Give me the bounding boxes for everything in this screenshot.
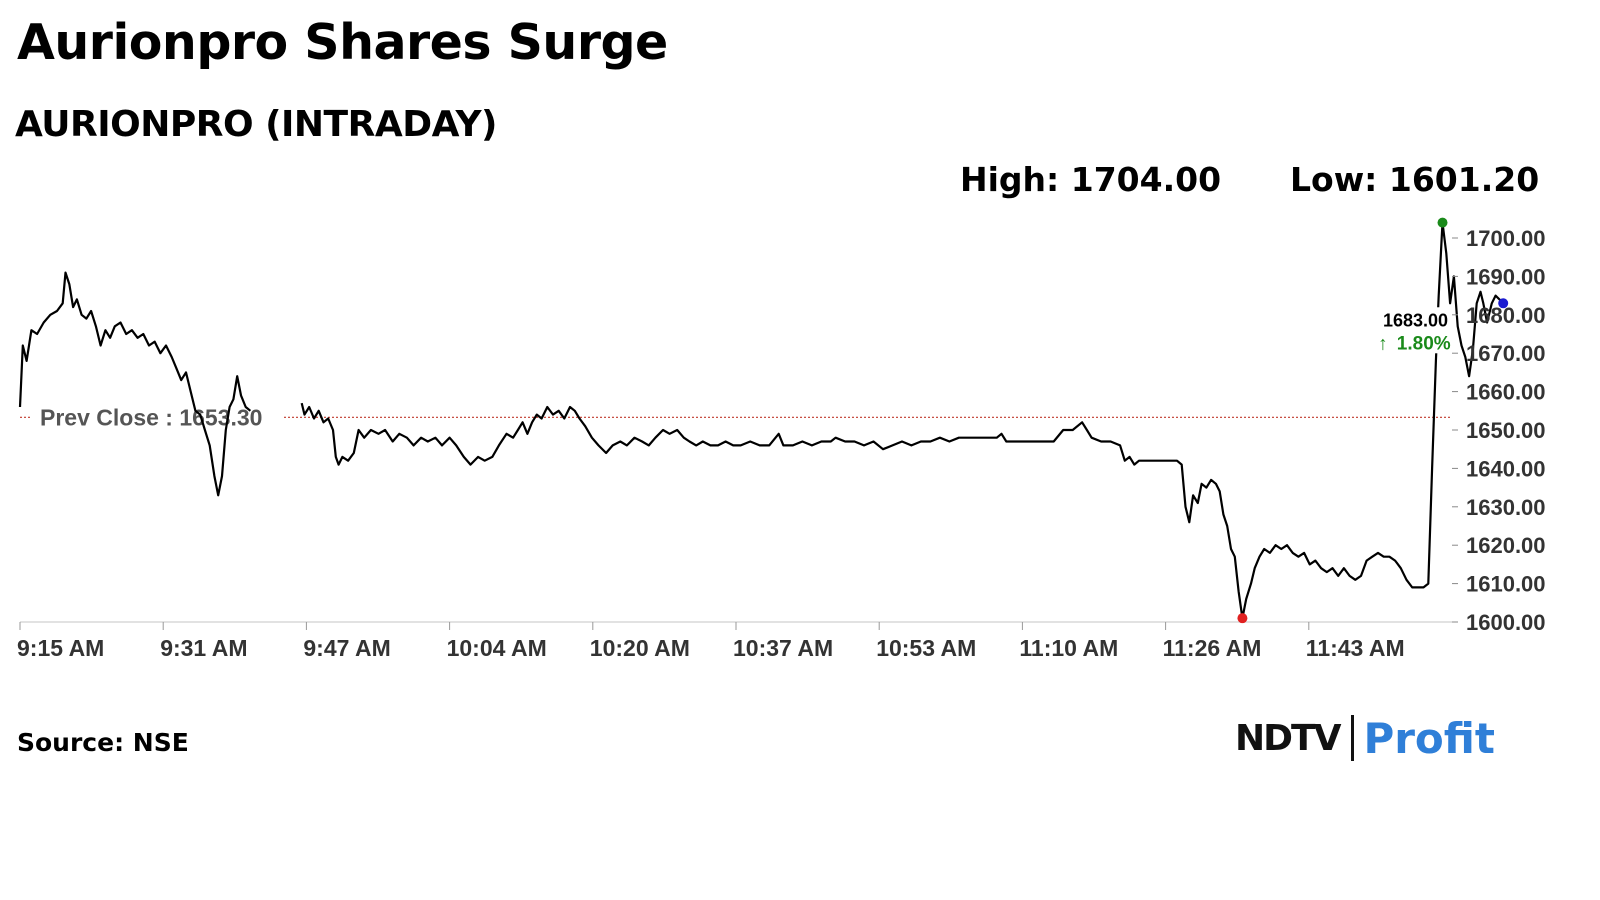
change-arrow-icon: ↑ (1378, 333, 1388, 354)
x-tick-label: 10:04 AM (447, 635, 547, 661)
last-price-label-bg (1378, 307, 1452, 354)
chart-title: Aurionpro Shares Surge (17, 14, 668, 71)
y-tick-label: 1680.00 (1466, 303, 1546, 328)
y-tick-label: 1660.00 (1466, 380, 1546, 405)
y-axis-ticks: 1600.00 1610.00 1620.00 1630.00 1640.00 1650.… (1452, 226, 1546, 635)
price-series-line (18, 221, 1504, 620)
y-tick-label: 1650.00 (1466, 418, 1546, 443)
logo-divider (1351, 715, 1355, 761)
day-low-marker (1237, 613, 1248, 624)
y-tick-label: 1620.00 (1466, 533, 1546, 558)
x-tick-label: 9:15 AM (17, 635, 104, 661)
y-tick-label: 1610.00 (1466, 572, 1546, 597)
x-tick-label: 10:53 AM (876, 635, 976, 661)
ndtv-profit-logo: NDTV Profit (1235, 712, 1495, 764)
y-tick-label: 1630.00 (1466, 495, 1546, 520)
y-tick-label: 1690.00 (1466, 264, 1546, 289)
chart-subtitle: AURIONPRO (INTRADAY) (15, 104, 498, 145)
last-price-marker (1498, 298, 1509, 309)
x-tick-label: 11:10 AM (1019, 635, 1118, 661)
x-tick-label: 10:20 AM (590, 635, 690, 661)
change-percent-label: ↑ 1.80% (1378, 333, 1451, 354)
x-tick-label: 10:37 AM (733, 635, 833, 661)
y-tick-label: 1700.00 (1466, 226, 1546, 251)
x-tick-label: 9:47 AM (303, 635, 390, 661)
x-tick-label: 9:31 AM (160, 635, 247, 661)
y-tick-label: 1670.00 (1466, 341, 1546, 366)
x-tick-label: 11:43 AM (1306, 635, 1405, 661)
x-tick-label: 11:26 AM (1163, 635, 1262, 661)
y-tick-label: 1640.00 (1466, 456, 1546, 481)
y-tick-label: 1600.00 (1466, 610, 1546, 635)
logo-profit-wordmark: Profit (1363, 713, 1495, 763)
logo-ndtv-wordmark: NDTV (1235, 717, 1341, 759)
intraday-price-chart: Prev Close : 1653.30 1683.00 ↑ 1.80% 160… (17, 217, 1546, 661)
source-note: Source: NSE (17, 728, 189, 757)
day-high-stat: High: 1704.00 (960, 160, 1222, 199)
change-percent-value: 1.80% (1397, 333, 1451, 354)
prev-close-label-bg (32, 401, 282, 434)
day-low-stat: Low: 1601.20 (1290, 160, 1540, 199)
x-axis-ticks: 9:15 AM 9:31 AM 9:47 AM 10:04 AM 10:20 AM 10:… (17, 622, 1405, 661)
day-high-marker (1437, 217, 1448, 228)
last-price-label: 1683.00 (1383, 310, 1448, 330)
